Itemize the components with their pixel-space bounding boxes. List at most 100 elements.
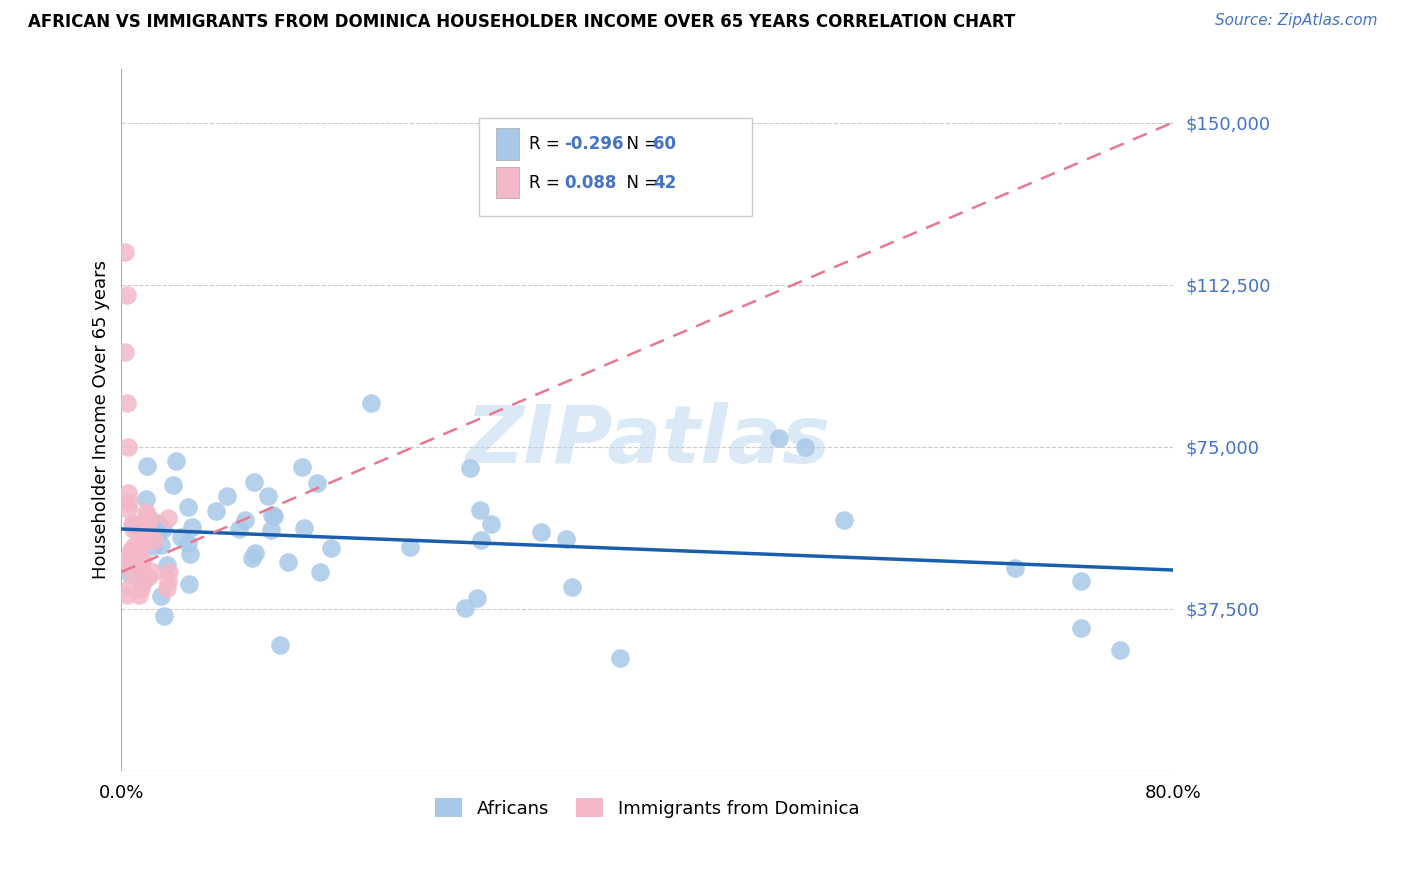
Point bbox=[131, 569, 153, 583]
Point bbox=[142, 540, 165, 554]
Point bbox=[121, 555, 143, 569]
Text: R =: R = bbox=[530, 174, 565, 192]
Point bbox=[243, 475, 266, 490]
Point bbox=[360, 396, 382, 410]
Text: -0.296: -0.296 bbox=[564, 136, 624, 153]
Point bbox=[149, 538, 172, 552]
Text: 42: 42 bbox=[654, 174, 676, 192]
Point bbox=[454, 600, 477, 615]
Point bbox=[162, 477, 184, 491]
Point bbox=[561, 581, 583, 595]
Point bbox=[240, 550, 263, 565]
Point bbox=[127, 516, 149, 531]
Point bbox=[118, 495, 141, 509]
Point bbox=[832, 513, 855, 527]
Point bbox=[128, 548, 150, 562]
Point bbox=[122, 542, 145, 557]
Point bbox=[136, 508, 159, 522]
Point bbox=[124, 541, 146, 556]
FancyBboxPatch shape bbox=[479, 118, 752, 216]
Text: ZIPatlas: ZIPatlas bbox=[464, 401, 830, 480]
Point bbox=[132, 574, 155, 589]
Point bbox=[156, 574, 179, 588]
Point bbox=[468, 502, 491, 516]
Text: R =: R = bbox=[530, 136, 565, 153]
Point bbox=[135, 505, 157, 519]
Point bbox=[120, 580, 142, 594]
Point bbox=[170, 530, 193, 544]
Point bbox=[128, 588, 150, 602]
Point bbox=[1070, 574, 1092, 588]
Point bbox=[142, 565, 165, 579]
Point bbox=[156, 511, 179, 525]
Point bbox=[117, 440, 139, 454]
Point bbox=[134, 534, 156, 549]
Point bbox=[181, 520, 204, 534]
Point bbox=[117, 485, 139, 500]
Text: N =: N = bbox=[616, 174, 664, 192]
Point bbox=[114, 245, 136, 260]
Text: AFRICAN VS IMMIGRANTS FROM DOMINICA HOUSEHOLDER INCOME OVER 65 YEARS CORRELATION: AFRICAN VS IMMIGRANTS FROM DOMINICA HOUS… bbox=[28, 13, 1015, 31]
Point bbox=[132, 553, 155, 567]
Point bbox=[277, 555, 299, 569]
Point bbox=[228, 522, 250, 536]
Point bbox=[121, 516, 143, 531]
Point bbox=[114, 344, 136, 359]
Point bbox=[153, 609, 176, 624]
Point bbox=[157, 565, 180, 579]
Point bbox=[233, 513, 256, 527]
Point bbox=[204, 504, 226, 518]
Point bbox=[156, 581, 179, 595]
Point bbox=[136, 458, 159, 473]
Point bbox=[179, 547, 201, 561]
Point bbox=[609, 651, 631, 665]
Point bbox=[243, 546, 266, 560]
Point bbox=[118, 567, 141, 582]
Point bbox=[120, 542, 142, 557]
Point bbox=[139, 512, 162, 526]
Legend: Africans, Immigrants from Dominica: Africans, Immigrants from Dominica bbox=[427, 791, 866, 825]
Point bbox=[309, 565, 332, 579]
Point bbox=[1109, 642, 1132, 657]
Text: N =: N = bbox=[616, 136, 664, 153]
Point bbox=[1004, 560, 1026, 574]
Point bbox=[269, 638, 291, 652]
Point bbox=[125, 542, 148, 557]
Point bbox=[321, 541, 343, 556]
Point bbox=[149, 590, 172, 604]
Point bbox=[135, 492, 157, 507]
Point bbox=[458, 461, 481, 475]
Point bbox=[118, 562, 141, 576]
Point bbox=[121, 556, 143, 570]
Point bbox=[152, 522, 174, 536]
Point bbox=[177, 536, 200, 550]
Y-axis label: Householder Income Over 65 years: Householder Income Over 65 years bbox=[93, 260, 110, 579]
Point bbox=[146, 526, 169, 541]
Point bbox=[305, 476, 328, 491]
Point bbox=[128, 526, 150, 541]
Point bbox=[467, 591, 489, 605]
Point bbox=[121, 552, 143, 566]
Point bbox=[217, 489, 239, 503]
Point bbox=[127, 545, 149, 559]
Point bbox=[530, 524, 553, 539]
Point bbox=[115, 288, 138, 302]
Point bbox=[122, 522, 145, 536]
Point bbox=[555, 532, 578, 546]
Point bbox=[131, 582, 153, 597]
FancyBboxPatch shape bbox=[496, 128, 519, 160]
Point bbox=[138, 525, 160, 540]
Point bbox=[146, 516, 169, 530]
Point bbox=[257, 489, 280, 503]
Point bbox=[115, 550, 138, 565]
Point bbox=[115, 396, 138, 410]
Point bbox=[291, 460, 314, 475]
Point bbox=[479, 517, 502, 532]
Point bbox=[292, 521, 315, 535]
Point bbox=[259, 523, 281, 537]
Point bbox=[165, 454, 187, 468]
Point bbox=[399, 540, 422, 554]
Point bbox=[156, 558, 179, 573]
Point bbox=[470, 533, 492, 547]
Point bbox=[142, 533, 165, 547]
